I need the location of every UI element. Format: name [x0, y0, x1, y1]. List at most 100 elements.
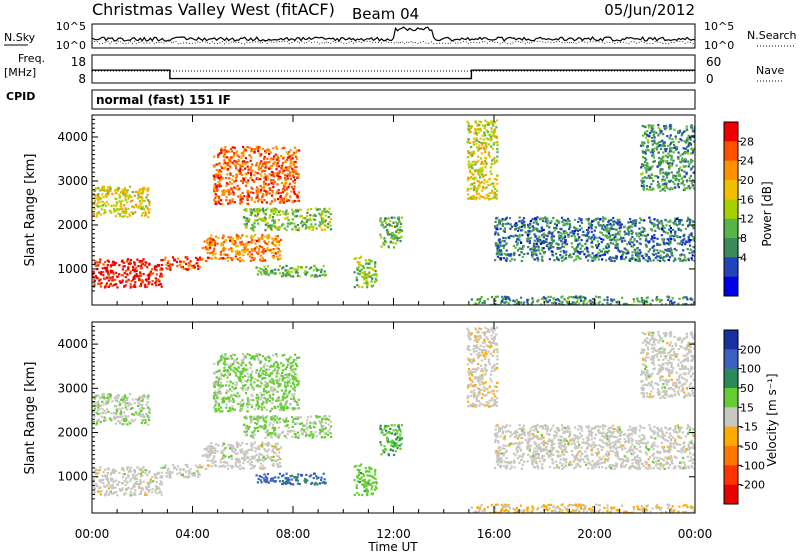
power-cell — [579, 257, 582, 260]
power-cell — [148, 281, 151, 284]
power-cell — [286, 158, 289, 161]
power-cell — [291, 161, 294, 164]
power-cell — [498, 253, 501, 256]
power-cell — [651, 143, 654, 146]
power-cell — [677, 257, 680, 260]
velocity-cell — [266, 442, 269, 445]
power-cell — [685, 303, 688, 305]
power-cell — [663, 251, 666, 254]
power-cell — [110, 278, 113, 281]
power-cell — [275, 227, 278, 230]
velocity-cell — [118, 404, 121, 407]
velocity-cell — [221, 465, 224, 468]
power-cell — [674, 135, 677, 138]
power-cell — [243, 208, 246, 211]
power-cell — [476, 170, 480, 173]
power-cell — [596, 217, 599, 220]
power-cell — [656, 242, 659, 245]
power-cell — [672, 159, 675, 162]
power-cell — [129, 258, 133, 262]
power-cell — [551, 253, 554, 256]
power-cell — [519, 220, 522, 223]
power-cell — [591, 220, 594, 223]
power-cell — [471, 160, 474, 163]
power-cell — [113, 263, 116, 266]
power-cell — [680, 134, 683, 137]
velocity-cell — [153, 473, 156, 476]
power-cell — [632, 257, 636, 260]
power-cell — [561, 260, 564, 263]
power-cell — [231, 200, 234, 203]
power-cell — [531, 225, 535, 228]
power-cell — [264, 169, 267, 172]
power-cell — [520, 301, 523, 304]
power-cell — [526, 238, 529, 241]
power-cell — [294, 146, 297, 149]
power-cell — [277, 228, 280, 231]
velocity-cell — [155, 492, 158, 495]
power-cell — [665, 176, 669, 179]
power-cell — [507, 303, 510, 305]
power-cell — [647, 250, 650, 253]
power-cell — [665, 182, 668, 185]
power-cell — [299, 266, 303, 269]
power-cell — [250, 256, 253, 259]
power-cell — [253, 180, 256, 183]
power-cell — [548, 299, 551, 302]
power-cell — [661, 183, 664, 186]
power-cell — [471, 177, 474, 180]
power-cell — [291, 211, 294, 214]
power-cell — [587, 300, 591, 303]
power-cell — [160, 285, 163, 288]
power-cell — [383, 237, 386, 240]
power-cell — [367, 273, 370, 276]
power-cell — [272, 207, 275, 210]
power-cell — [619, 250, 622, 253]
power-cell — [560, 237, 563, 240]
power-cell — [294, 215, 297, 218]
cpid-panel-frame — [91, 89, 696, 110]
power-cell — [180, 266, 183, 269]
power-cell — [636, 255, 639, 258]
power-cell — [135, 205, 138, 208]
power-cell — [539, 230, 542, 233]
power-cell — [296, 228, 299, 232]
power-cell — [562, 303, 565, 305]
power-cell — [253, 249, 256, 252]
power-cell — [155, 273, 158, 276]
power-cell — [687, 152, 690, 155]
power-cell — [231, 242, 234, 245]
power-cell — [125, 208, 128, 211]
power-cell — [629, 218, 632, 221]
power-cell — [606, 236, 609, 239]
power-cell — [478, 144, 481, 147]
power-cell — [666, 135, 669, 138]
power-cell — [586, 247, 589, 250]
power-cell — [665, 184, 668, 187]
power-cell — [303, 222, 306, 226]
power-cell — [297, 191, 300, 194]
power-cell — [509, 235, 512, 238]
power-cell — [682, 297, 685, 300]
velocity-cell — [114, 412, 118, 415]
velocity-cell — [141, 413, 144, 416]
velocity-cell — [107, 487, 110, 490]
power-cell — [126, 260, 129, 263]
velocity-cell — [109, 484, 112, 487]
power-cell — [310, 266, 313, 269]
velocity-cell — [231, 449, 234, 452]
power-cell — [214, 200, 217, 203]
power-cell — [504, 222, 507, 226]
power-cell — [242, 251, 245, 254]
power-cell — [275, 165, 278, 168]
power-cell — [664, 231, 668, 234]
power-cell — [692, 303, 695, 305]
power-cell — [359, 264, 362, 267]
power-cell — [128, 213, 131, 216]
power-cell — [626, 243, 629, 246]
power-cell — [586, 254, 589, 257]
velocity-cell — [129, 480, 132, 483]
power-cell — [229, 160, 232, 163]
power-cell — [112, 273, 115, 276]
power-cell — [257, 150, 260, 153]
